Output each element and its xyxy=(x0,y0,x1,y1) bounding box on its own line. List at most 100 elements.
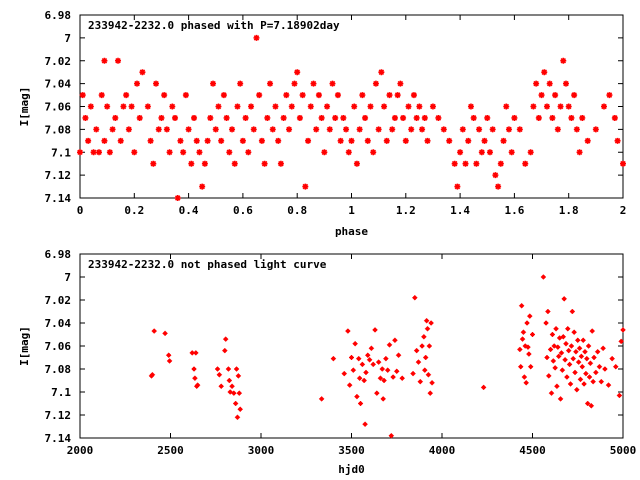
data-point xyxy=(526,351,532,357)
y-tick-label: 7.06 xyxy=(45,101,72,114)
data-point xyxy=(535,114,542,121)
data-point xyxy=(546,80,553,87)
data-point xyxy=(177,137,184,144)
data-point xyxy=(426,343,433,349)
data-point xyxy=(214,366,221,372)
data-point xyxy=(386,341,393,348)
data-point xyxy=(139,69,146,76)
data-point xyxy=(231,160,238,167)
data-point xyxy=(318,396,325,402)
data-point xyxy=(368,345,375,352)
y-tick-label: 7.08 xyxy=(45,363,72,376)
data-point xyxy=(473,160,480,167)
data-point xyxy=(215,103,222,110)
data-point xyxy=(592,126,599,133)
y-tick-label: 7.02 xyxy=(45,55,72,68)
data-point xyxy=(151,328,158,334)
data-point xyxy=(425,371,432,378)
data-point xyxy=(550,358,557,364)
data-point xyxy=(356,126,363,133)
data-point xyxy=(421,114,428,121)
data-point xyxy=(348,137,355,144)
data-point xyxy=(375,359,382,365)
data-point xyxy=(85,137,92,144)
data-point xyxy=(237,80,244,87)
data-point xyxy=(258,137,265,144)
data-point xyxy=(566,361,573,368)
data-point xyxy=(361,377,368,384)
data-point xyxy=(388,432,395,439)
data-point xyxy=(131,149,138,156)
data-point xyxy=(357,400,364,407)
x-tick-label: 0 xyxy=(77,204,84,217)
data-point xyxy=(318,114,325,121)
data-point xyxy=(422,354,429,361)
data-point xyxy=(547,346,554,353)
data-point xyxy=(522,160,529,167)
data-point xyxy=(582,348,588,355)
data-point xyxy=(570,355,577,362)
data-point xyxy=(128,103,135,110)
data-point xyxy=(77,149,83,156)
data-point xyxy=(149,371,156,378)
data-point xyxy=(158,114,165,121)
data-point xyxy=(419,126,426,133)
data-point xyxy=(196,149,203,156)
data-point xyxy=(481,137,488,144)
x-tick-label: 2 xyxy=(620,204,627,217)
data-point xyxy=(484,114,491,121)
data-point xyxy=(204,137,211,144)
data-point xyxy=(280,114,287,121)
data-point xyxy=(125,126,132,133)
x-tick-label: 3000 xyxy=(248,444,275,457)
data-point xyxy=(486,149,493,156)
data-point xyxy=(400,114,407,121)
data-point xyxy=(366,356,373,363)
data-point xyxy=(548,390,555,397)
data-point xyxy=(594,348,601,355)
data-point xyxy=(581,381,587,387)
x-tick-label: 5000 xyxy=(610,444,637,457)
data-point xyxy=(574,337,581,344)
data-point xyxy=(572,369,578,376)
data-point xyxy=(584,137,591,144)
data-point xyxy=(561,295,568,302)
data-point xyxy=(79,92,86,99)
data-point xyxy=(415,359,422,365)
data-point xyxy=(87,103,94,110)
data-point xyxy=(380,396,387,402)
data-point xyxy=(544,354,550,361)
data-point xyxy=(120,103,127,110)
data-point xyxy=(163,126,170,133)
data-point xyxy=(560,57,567,64)
data-point xyxy=(395,352,402,359)
data-point xyxy=(340,114,347,121)
data-point xyxy=(222,336,229,342)
data-point xyxy=(413,347,420,354)
y-axis-label: I[mag] xyxy=(18,326,31,366)
data-point xyxy=(82,114,89,121)
data-point xyxy=(391,114,398,121)
data-point xyxy=(511,114,518,121)
data-point xyxy=(161,92,168,99)
x-tick-label: 4000 xyxy=(429,444,456,457)
data-point xyxy=(277,160,284,167)
data-point xyxy=(330,355,337,362)
data-point xyxy=(579,114,586,121)
data-point xyxy=(620,327,626,333)
data-point xyxy=(253,34,260,41)
y-tick-label: 7.12 xyxy=(45,169,72,182)
data-point xyxy=(272,103,279,110)
data-point xyxy=(457,149,464,156)
data-point xyxy=(269,126,276,133)
data-point xyxy=(478,149,485,156)
data-point xyxy=(155,126,162,133)
data-point xyxy=(169,103,176,110)
data-point xyxy=(225,366,232,372)
data-point xyxy=(565,347,572,354)
data-point xyxy=(596,363,603,370)
data-point xyxy=(355,355,362,362)
data-point xyxy=(399,375,406,382)
data-point xyxy=(234,414,241,421)
data-point xyxy=(275,137,282,144)
